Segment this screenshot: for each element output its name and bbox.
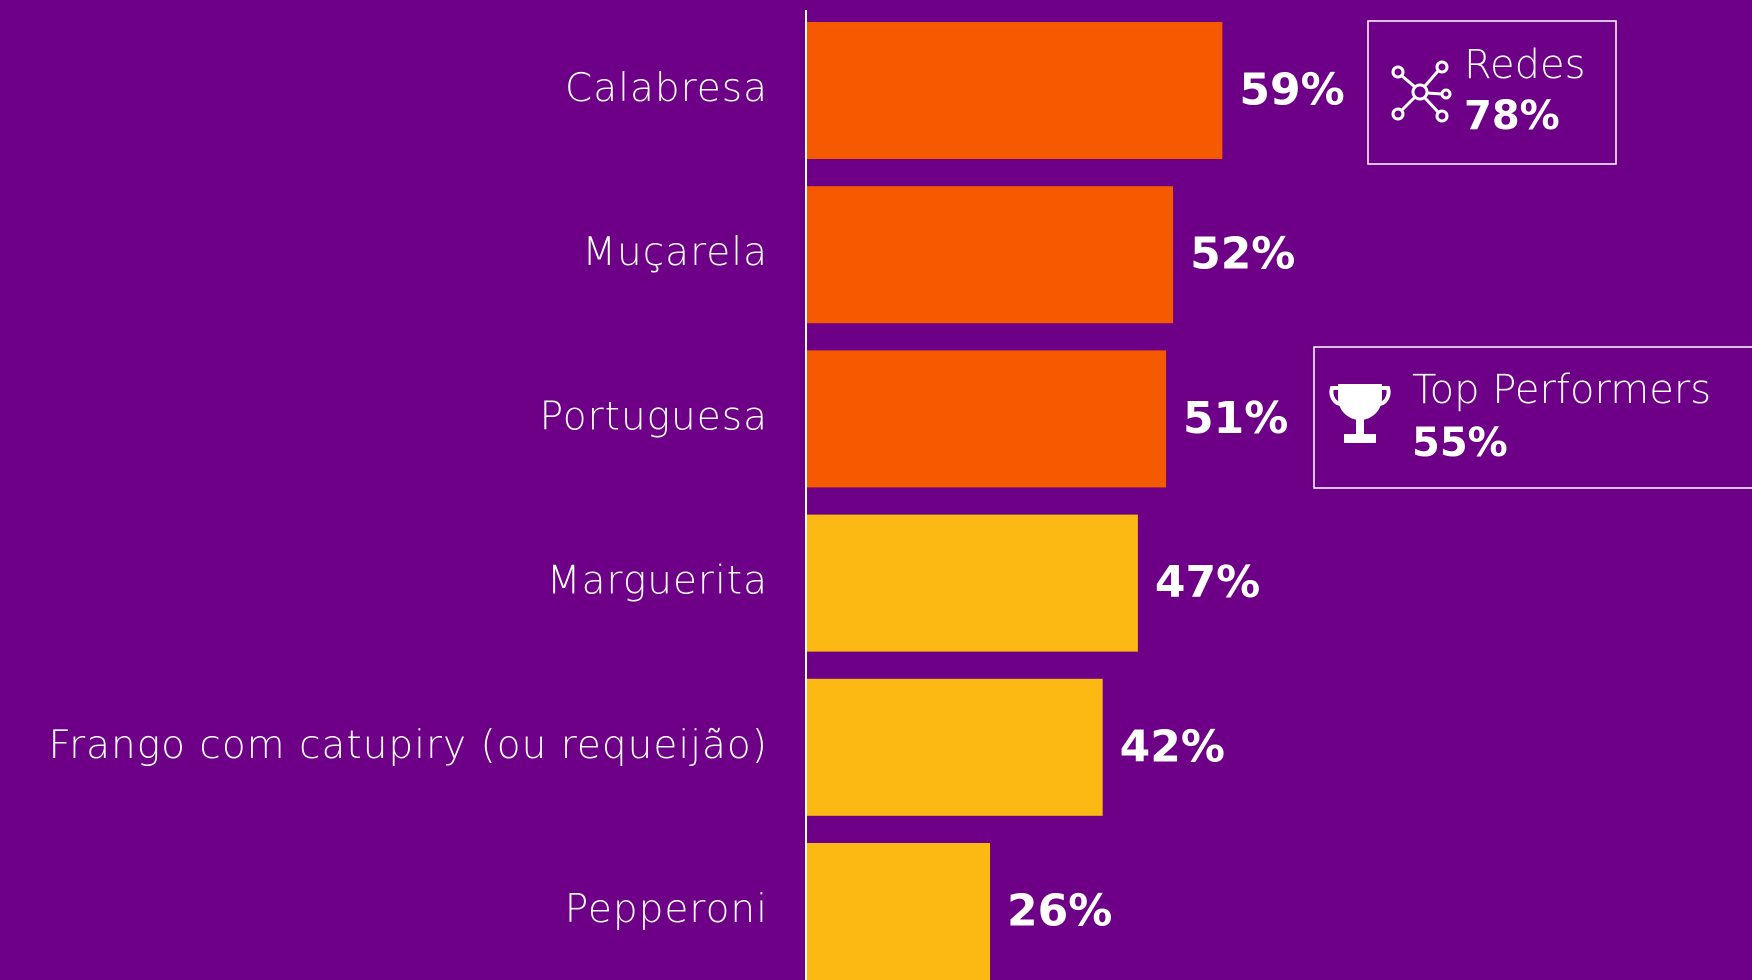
category-label: Frango com catupiry (ou requeijão) [48, 723, 768, 768]
value-label: 26% [1007, 886, 1112, 937]
callout-box [1367, 20, 1617, 165]
value-label: 52% [1190, 229, 1295, 280]
network-icon [1391, 60, 1452, 123]
callout-top-performers: Top Performers 55% [1313, 346, 1752, 489]
category-label: Marguerita [547, 559, 768, 604]
bar [807, 843, 991, 980]
callout-label: Top Performers [1412, 367, 1711, 413]
bar [807, 514, 1138, 652]
callout-box [1313, 346, 1752, 489]
bar [807, 678, 1103, 816]
callout-value: 55% [1412, 420, 1508, 466]
category-label: Calabresa [565, 66, 768, 111]
value-label: 47% [1155, 557, 1260, 608]
bar [807, 22, 1223, 159]
category-label: Muçarela [582, 230, 768, 275]
bar [807, 186, 1174, 324]
callout-label: Redes [1464, 42, 1585, 88]
value-label: 59% [1239, 65, 1344, 116]
value-label: 42% [1120, 721, 1225, 772]
callout-value: 78% [1464, 93, 1560, 139]
callout-redes: Redes 78% [1367, 20, 1617, 165]
category-label: Portuguesa [540, 394, 768, 439]
bar [807, 350, 1167, 488]
trophy-icon [1329, 384, 1391, 443]
value-label: 51% [1183, 393, 1288, 444]
category-label: Pepperoni [565, 887, 768, 932]
